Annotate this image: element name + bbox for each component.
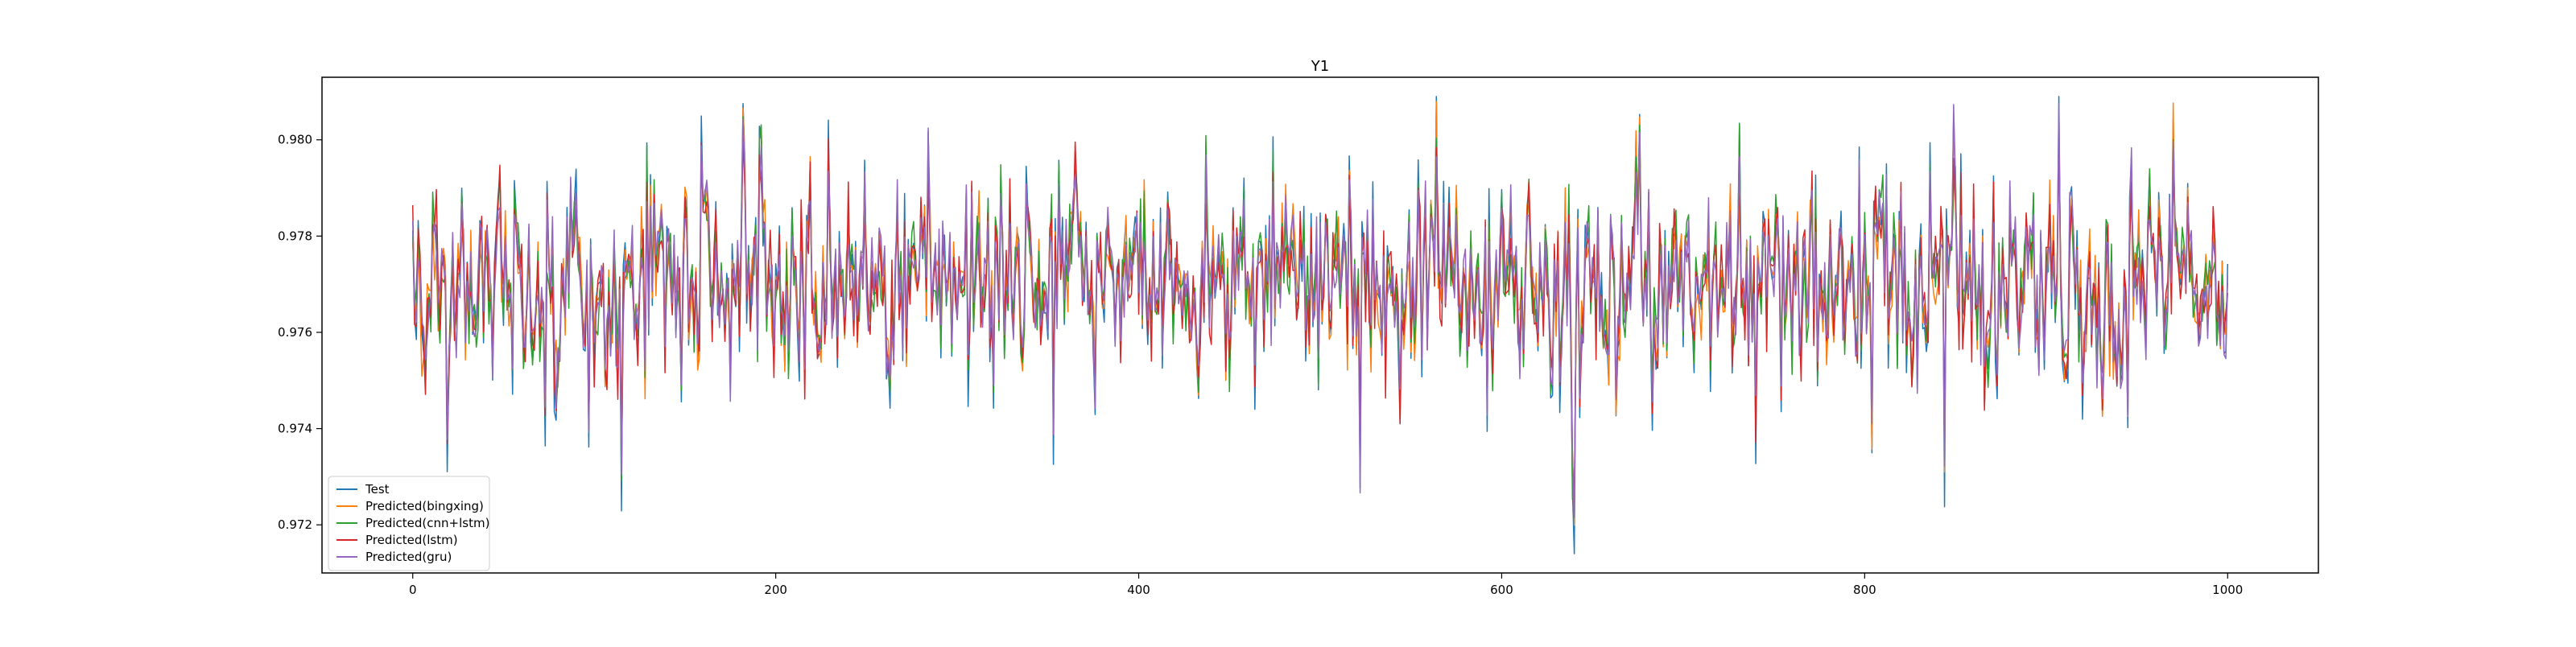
series-line-4 xyxy=(411,102,2229,518)
x-tick-label: 600 xyxy=(1490,583,1513,597)
legend-label: Predicted(bingxing) xyxy=(365,499,484,513)
x-tick-label: 0 xyxy=(409,583,417,597)
x-tick-label: 200 xyxy=(764,583,787,597)
y-tick-label: 0.980 xyxy=(278,133,312,147)
legend-label: Predicted(cnn+lstm) xyxy=(365,516,489,530)
y-axis: 0.972 0.974 0.976 0.978 0.980 xyxy=(278,133,322,532)
plot-lines xyxy=(411,96,2229,554)
legend: Test Predicted(bingxing) Predicted(cnn+lst… xyxy=(328,476,490,571)
x-tick-label: 800 xyxy=(1853,583,1876,597)
legend-label: Predicted(lstm) xyxy=(365,533,458,547)
x-axis: 0 200 400 600 800 1000 xyxy=(409,573,2243,597)
chart-title: Y1 xyxy=(1311,58,1329,75)
legend-label: Test xyxy=(365,482,390,497)
y-tick-label: 0.974 xyxy=(278,422,312,436)
x-tick-label: 400 xyxy=(1127,583,1150,597)
legend-label: Predicted(gru) xyxy=(365,550,452,564)
x-tick-label: 1000 xyxy=(2212,583,2243,597)
plot-frame xyxy=(321,76,2319,574)
y-tick-label: 0.972 xyxy=(278,517,312,532)
legend-box xyxy=(328,476,490,571)
y-tick-label: 0.976 xyxy=(278,325,312,340)
y-tick-label: 0.978 xyxy=(278,229,312,243)
